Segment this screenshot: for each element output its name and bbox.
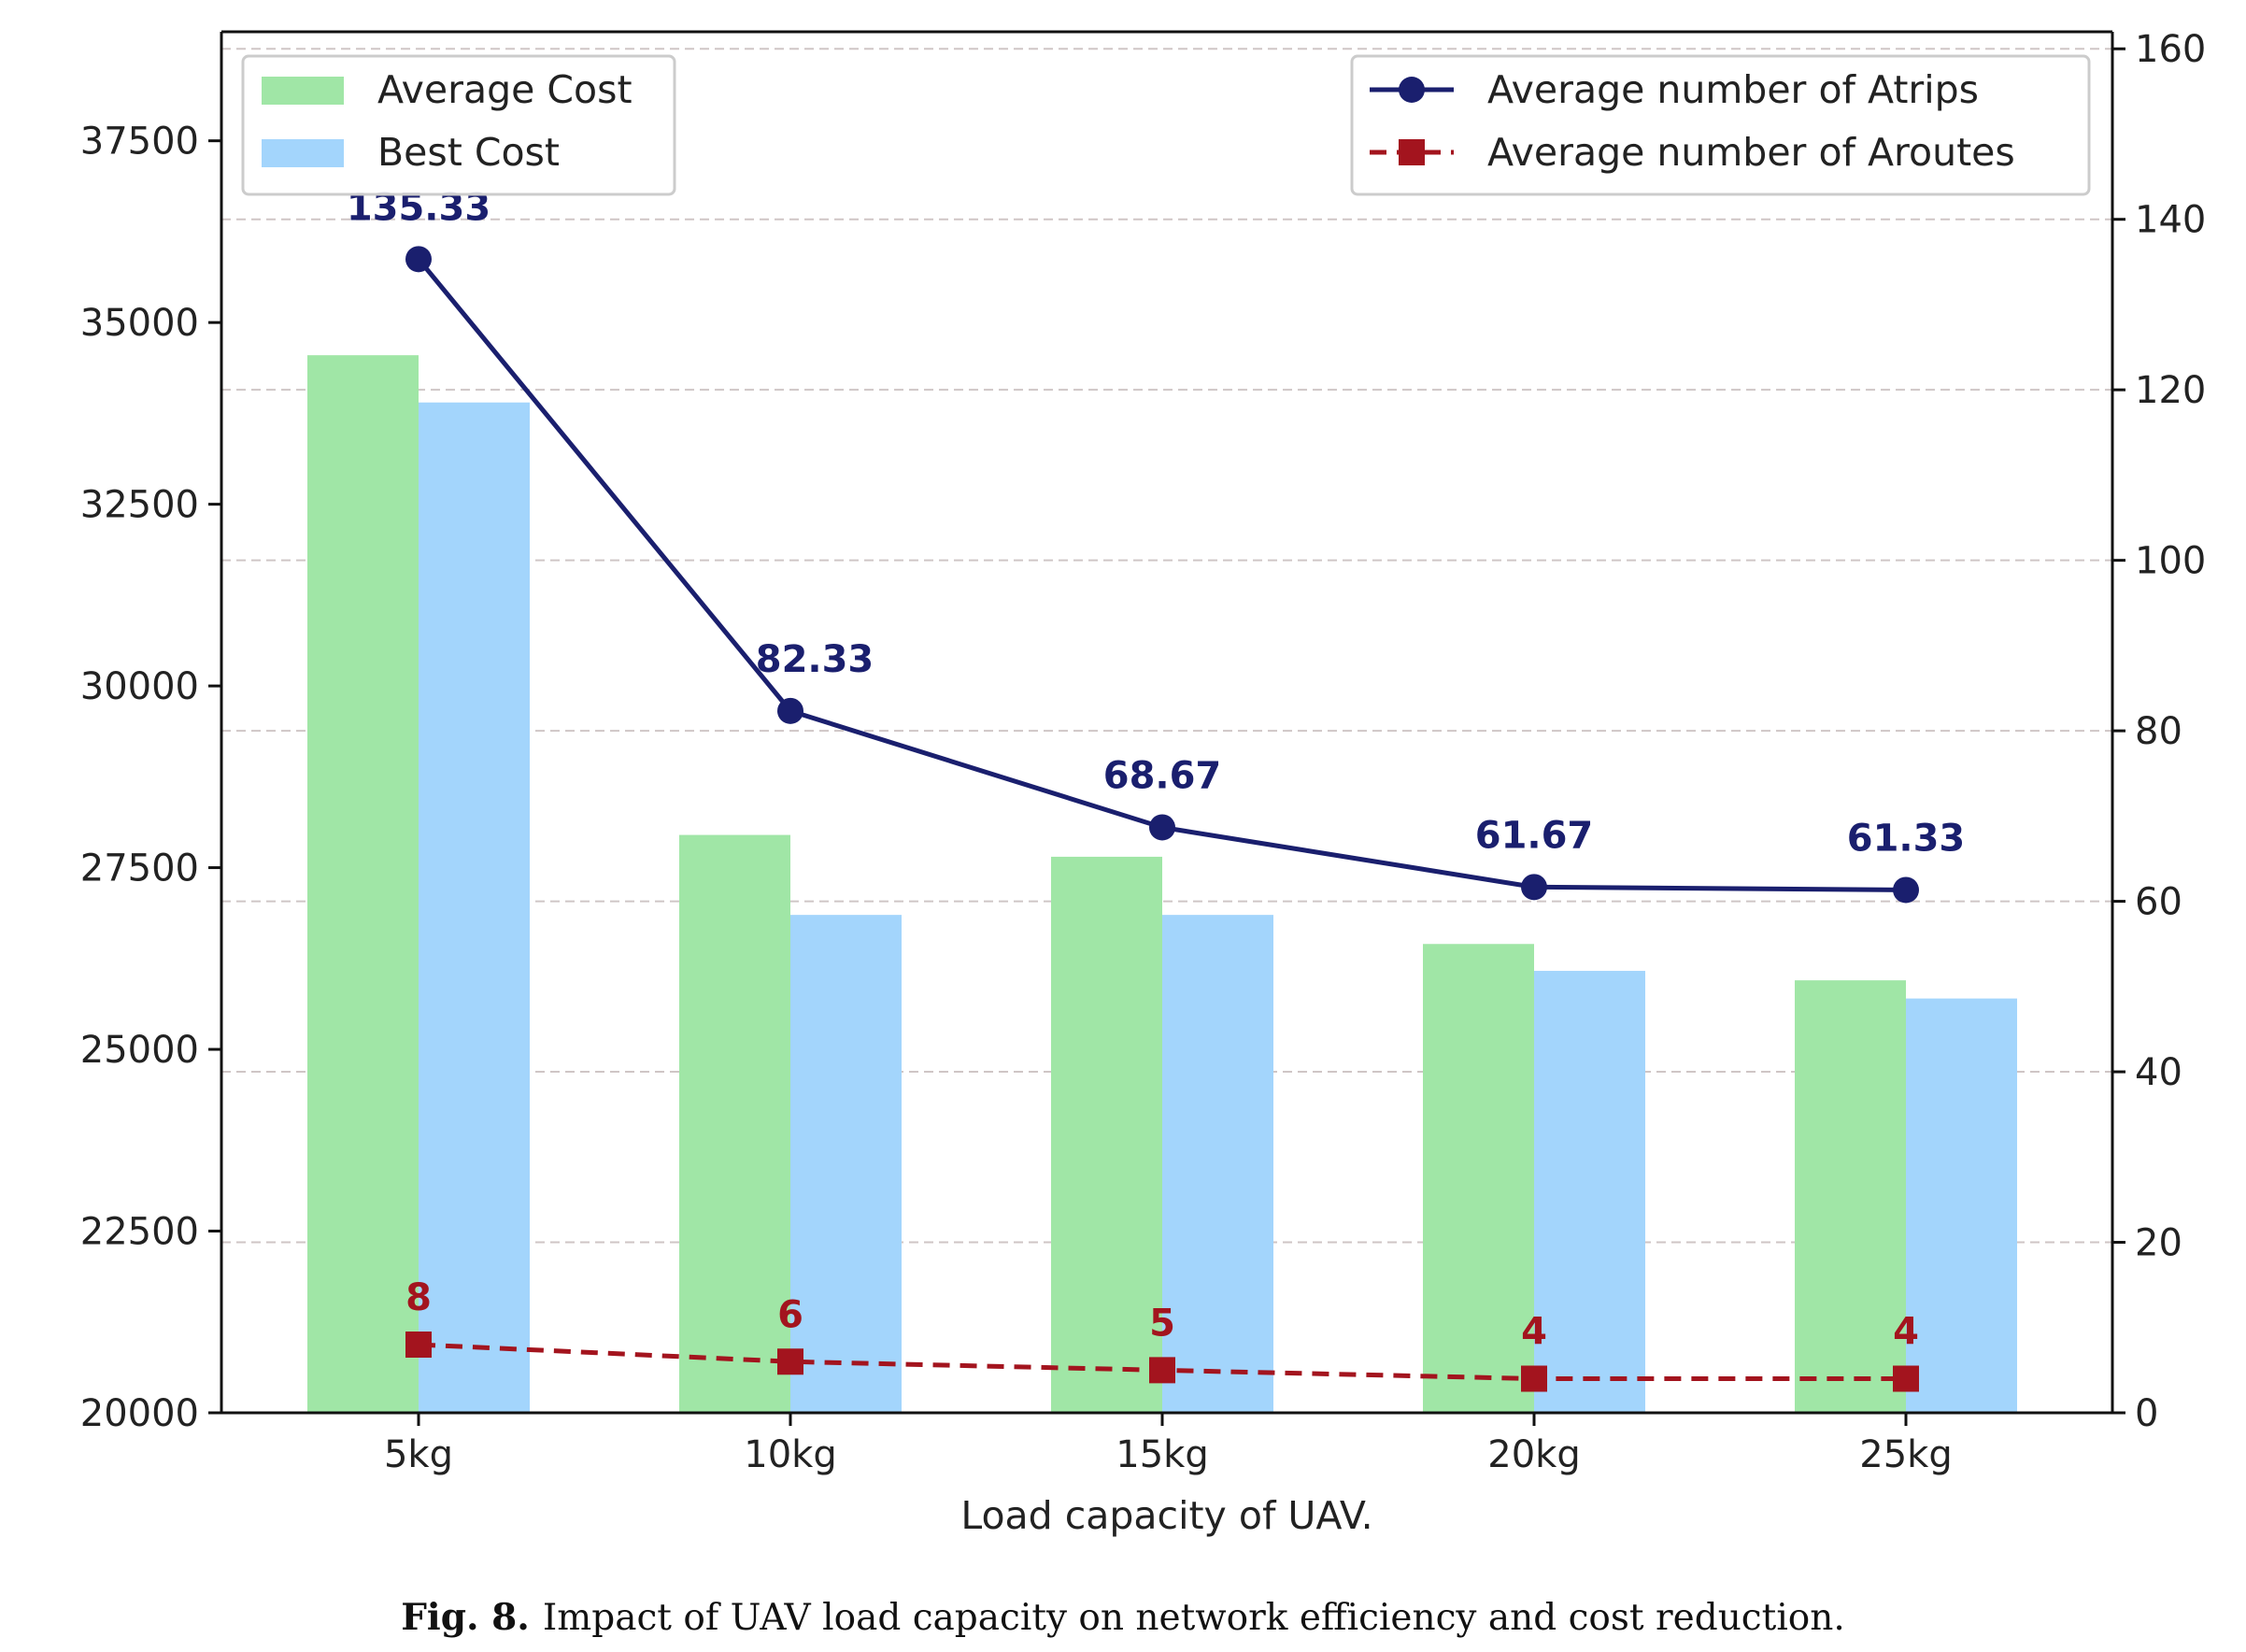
atrips-data-label: 61.67 — [1475, 814, 1594, 857]
y-right-tick-label: 60 — [2135, 881, 2182, 924]
aroutes-point-10kg — [777, 1348, 803, 1375]
x-tick-label: 10kg — [744, 1433, 836, 1476]
y-tick-label: 20000 — [80, 1392, 199, 1435]
y-tick-label: 22500 — [80, 1211, 199, 1254]
axes — [220, 30, 2114, 1415]
aroutes-point-15kg — [1149, 1357, 1175, 1384]
legend-marker — [1399, 77, 1425, 103]
average-cost-bar-25kg — [1795, 980, 1906, 1413]
y-tick-label: 35000 — [80, 302, 199, 345]
y-right-tick-label: 80 — [2135, 710, 2182, 753]
atrips-point-5kg — [405, 246, 432, 273]
best-cost-bar-15kg — [1162, 915, 1273, 1413]
y-tick-label: 27500 — [80, 847, 199, 890]
ticks: 20000 22500 25000 27500 30000 32500 35000 37500… — [80, 28, 2207, 1476]
best-cost-bar-25kg — [1906, 998, 2017, 1413]
average-cost-bar-5kg — [307, 355, 419, 1414]
legend-marker — [1399, 139, 1425, 165]
legend-label: Best Cost — [377, 130, 560, 175]
grid-lines — [221, 48, 2112, 1244]
y-tick-label: 25000 — [80, 1029, 199, 1072]
aroutes-point-25kg — [1893, 1365, 1919, 1392]
x-tick-label: 20kg — [1487, 1433, 1580, 1476]
atrips-point-20kg — [1521, 874, 1547, 901]
best-cost-bar-10kg — [790, 915, 902, 1413]
x-tick-label: 5kg — [384, 1433, 453, 1476]
line-series — [405, 246, 1919, 1392]
atrips-point-25kg — [1893, 876, 1919, 904]
legend-label: Average Cost — [377, 67, 633, 112]
legend-label: Average number of Aroutes — [1487, 130, 2015, 175]
bars — [307, 355, 2017, 1414]
average-cost-bar-15kg — [1051, 856, 1162, 1413]
x-tick-label: 25kg — [1859, 1433, 1952, 1476]
legend-swatch — [262, 139, 344, 167]
aroutes-data-label: 5 — [1149, 1302, 1175, 1345]
atrips-data-label: 82.33 — [756, 638, 874, 681]
y-right-tick-label: 100 — [2135, 540, 2206, 583]
y-right-tick-label: 20 — [2135, 1222, 2182, 1265]
atrips-data-label: 68.67 — [1103, 754, 1222, 797]
chart: 20000 22500 25000 27500 30000 32500 35000 37500… — [80, 28, 2207, 1538]
atrips-point-10kg — [777, 697, 803, 724]
caption-text: Impact of UAV load capacity on network e… — [542, 1597, 1845, 1639]
best-cost-bar-5kg — [419, 402, 530, 1413]
legends: Average Cost Best Cost Average number of A… — [241, 54, 2091, 196]
x-tick-label: 15kg — [1116, 1433, 1208, 1476]
aroutes-data-label: 8 — [405, 1276, 432, 1319]
line-legend-box — [1350, 54, 2091, 196]
atrips-data-label: 61.33 — [1847, 817, 1966, 860]
y-right-tick-label: 160 — [2135, 28, 2206, 71]
aroutes-data-label: 4 — [1893, 1311, 1919, 1354]
y-right-tick-label: 40 — [2135, 1051, 2182, 1094]
y-right-tick-label: 120 — [2135, 369, 2206, 412]
y-tick-label: 37500 — [80, 121, 199, 164]
y-tick-label: 30000 — [80, 665, 199, 708]
x-axis-title: Load capacity of UAV. — [960, 1493, 1372, 1538]
aroutes-data-label: 6 — [777, 1293, 803, 1336]
aroutes-data-label: 4 — [1521, 1311, 1547, 1354]
y-tick-label: 32500 — [80, 484, 199, 527]
legend-swatch — [262, 77, 344, 105]
bar-legend-box — [241, 54, 676, 196]
average-cost-bar-20kg — [1423, 944, 1534, 1413]
caption-label: Fig. 8. — [401, 1596, 530, 1639]
atrips-point-15kg — [1149, 814, 1175, 841]
average-cost-bar-10kg — [679, 834, 790, 1413]
legend-label: Average number of Atrips — [1487, 67, 1979, 112]
aroutes-point-20kg — [1521, 1365, 1547, 1392]
y-right-tick-label: 0 — [2135, 1392, 2158, 1435]
figure-caption: Fig. 8. Impact of UAV load capacity on ne… — [0, 1596, 2246, 1639]
y-right-tick-label: 140 — [2135, 199, 2206, 242]
best-cost-bar-20kg — [1534, 971, 1645, 1413]
aroutes-point-5kg — [405, 1332, 432, 1359]
